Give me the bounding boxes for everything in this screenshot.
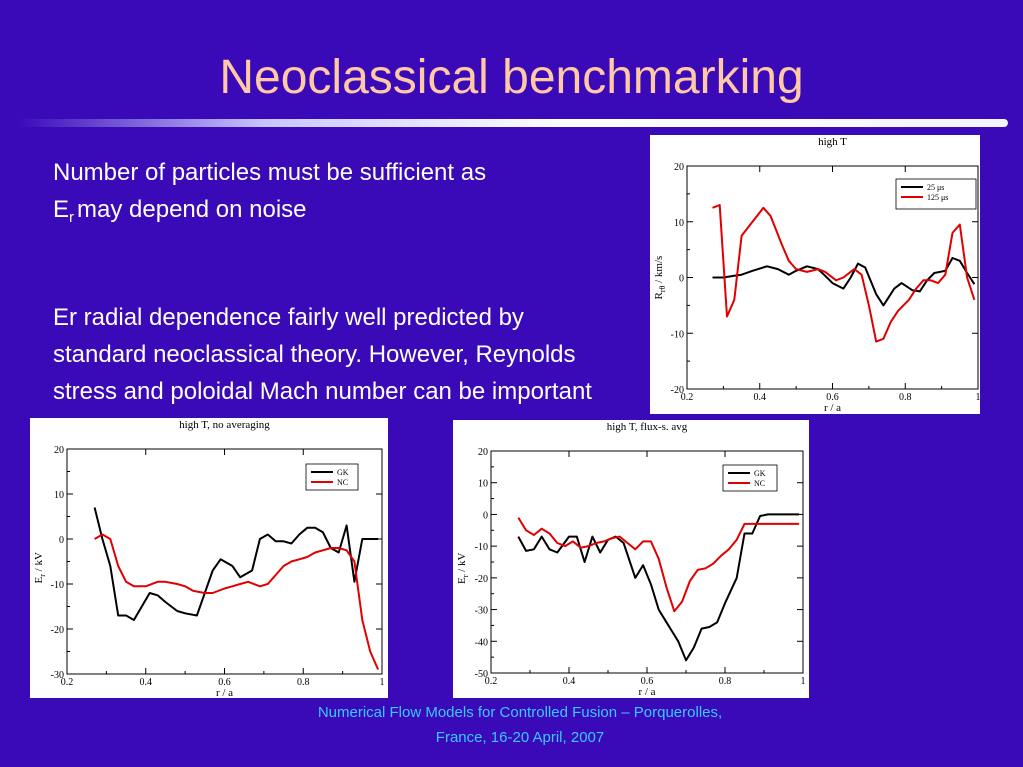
- y-axis-label: Er / kV: [33, 552, 47, 583]
- chart-title: high T, no averaging: [179, 419, 270, 431]
- x-tick-label: 0.4: [563, 676, 576, 687]
- y-tick-label: 20: [674, 162, 684, 173]
- x-tick-label: 1: [801, 676, 806, 687]
- y-label-main: R: [653, 292, 665, 300]
- legend-box: [722, 464, 778, 492]
- legend-label: GK: [754, 469, 766, 478]
- y-tick-label: -40: [475, 637, 488, 648]
- y-axis-label: Rrθ / km/s: [653, 256, 667, 300]
- series-line-0: [712, 257, 976, 307]
- y-tick-label: 10: [54, 490, 64, 501]
- x-tick-label: 0.6: [218, 677, 231, 688]
- noise-text: may depend on noise: [77, 196, 307, 223]
- series-line-1: [712, 204, 976, 343]
- chart-er-flux-avg: high T, flux-s. avg 0.2 0.4 0.6 0.8 1 -50 -40 -3…: [453, 420, 809, 698]
- x-tick-label: 0.8: [297, 677, 310, 688]
- x-tick-label: 0.2: [485, 676, 498, 687]
- x-tick-label: 0.8: [899, 392, 912, 403]
- chart-title: high T: [818, 136, 847, 148]
- y-tick-label: -20: [671, 385, 684, 396]
- y-tick-label: -20: [475, 574, 488, 585]
- x-tick-label: 0.2: [61, 677, 74, 688]
- x-tick-label: 0.2: [681, 392, 694, 403]
- y-tick-label: 10: [478, 479, 488, 490]
- y-tick-label: 20: [478, 447, 488, 458]
- y-tick-label: -30: [51, 670, 64, 681]
- x-axis-label: r / a: [638, 686, 655, 698]
- y-label-rest: / kV: [456, 553, 468, 575]
- y-tick-label: 0: [59, 535, 64, 546]
- title-divider: [18, 119, 1008, 127]
- y-axis-label: Er / kV: [456, 553, 470, 584]
- y-tick-label: -20: [51, 625, 64, 636]
- legend-label: GK: [337, 468, 349, 477]
- x-axis-label: r / a: [216, 687, 233, 698]
- y-label-rest: / kV: [33, 552, 45, 574]
- chart-svg-2: high T, flux-s. avg 0.2 0.4 0.6 0.8 1 -50 -40 -3…: [456, 421, 806, 698]
- chart-title: high T, flux-s. avg: [607, 421, 688, 433]
- y-tick-label: 20: [54, 445, 64, 456]
- legend-label: NC: [337, 478, 348, 487]
- footer-line-2: France, 16-20 April, 2007: [435, 729, 605, 746]
- text-block-particles: Number of particles must be sufficient a…: [53, 154, 593, 231]
- chart-er-no-averaging: high T, no averaging 0.2 0.4 0.6 0.8 1 -30 -20 -…: [30, 418, 388, 698]
- y-label-main: E: [33, 577, 45, 584]
- x-tick-label: 1: [976, 392, 981, 403]
- legend-label: 25 μs: [927, 183, 944, 192]
- y-tick-label: -30: [475, 606, 488, 617]
- y-tick-label: 10: [674, 218, 684, 229]
- y-label-sub: r: [38, 574, 47, 577]
- y-label-rest: / km/s: [653, 256, 665, 286]
- chart-high-t-reynolds: high T 0.2 0.4 0.6 0.8 1 -20 -10 0 10 20 r / a Rrθ /…: [650, 135, 980, 414]
- y-label-sub: r: [461, 574, 470, 577]
- y-tick-label: -10: [671, 329, 684, 340]
- x-tick-label: 0.4: [140, 677, 153, 688]
- x-tick-label: 0.6: [641, 676, 654, 687]
- y-label-sub: rθ: [658, 285, 667, 292]
- y-tick-label: -10: [475, 542, 488, 553]
- legend-label: NC: [754, 479, 765, 488]
- text-line-noise: Er may depend on noise: [53, 191, 593, 231]
- slide-title: Neoclassical benchmarking: [219, 51, 804, 104]
- series-line-0: [517, 513, 800, 662]
- er-subscript: r: [69, 209, 75, 226]
- y-tick-label: -10: [51, 580, 64, 591]
- y-tick-label: 0: [483, 510, 488, 521]
- chart-svg-0: high T 0.2 0.4 0.6 0.8 1 -20 -10 0 10 20 r / a Rrθ /…: [653, 136, 981, 414]
- er-symbol: E: [53, 196, 70, 223]
- series-line-1: [94, 533, 380, 670]
- x-tick-label: 0.4: [754, 392, 767, 403]
- x-tick-label: 0.8: [719, 676, 732, 687]
- x-tick-label: 0.6: [826, 392, 839, 403]
- legend-box: [305, 463, 359, 491]
- footer-line-1: Numerical Flow Models for Controlled Fus…: [317, 704, 723, 721]
- y-tick-label: 0: [679, 274, 684, 285]
- x-axis-label: r / a: [824, 402, 841, 414]
- series-line-0: [93, 507, 379, 621]
- y-label-main: E: [456, 577, 468, 584]
- text-block-radial: Er radial dependence fairly well predict…: [53, 304, 592, 405]
- legend-box: [895, 178, 977, 210]
- x-tick-label: 1: [380, 677, 385, 688]
- series-line-1: [517, 517, 800, 613]
- legend-label: 125 μs: [927, 193, 948, 202]
- text-line-particles: Number of particles must be sufficient a…: [53, 159, 487, 186]
- y-tick-label: -50: [475, 669, 488, 680]
- chart-svg-1: high T, no averaging 0.2 0.4 0.6 0.8 1 -30 -20 -…: [33, 419, 385, 698]
